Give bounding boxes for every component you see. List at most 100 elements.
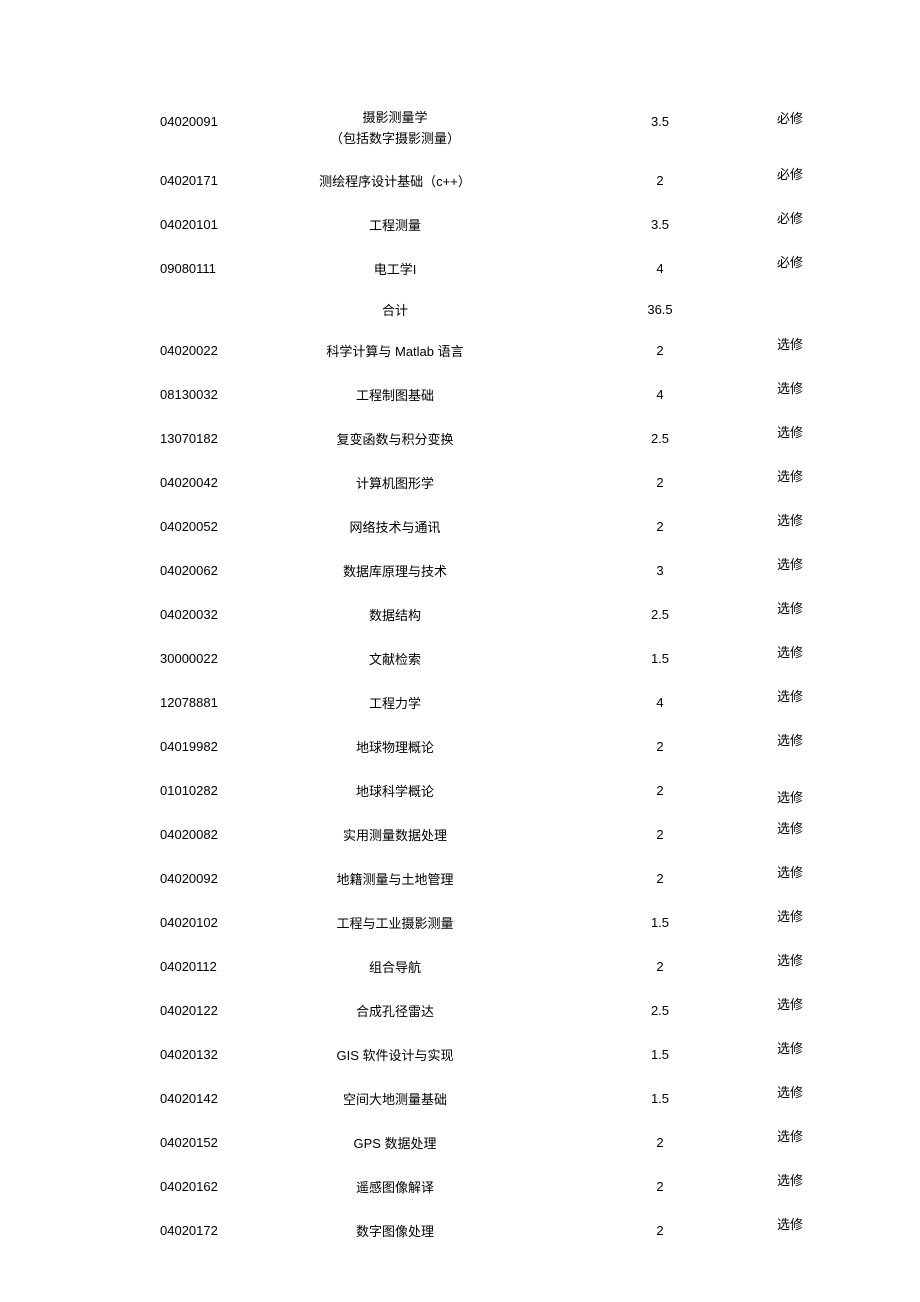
table-row: 04020042计算机图形学2选修: [0, 460, 920, 504]
course-name-line1: 摄影测量学: [200, 108, 590, 129]
course-type: 必修: [730, 206, 850, 227]
course-type: 选修: [730, 816, 850, 837]
table-row: 合计36.5: [0, 290, 920, 328]
course-code: 04019982: [0, 739, 200, 754]
course-name: 地籍测量与土地管理: [200, 869, 590, 888]
course-code: 04020092: [0, 871, 200, 886]
course-name: 测绘程序设计基础（c++）: [200, 171, 590, 190]
course-type: 选修: [730, 1168, 850, 1189]
table-row: 04020172数字图像处理2选修: [0, 1208, 920, 1252]
course-type: 选修: [730, 992, 850, 1013]
course-name: 数据库原理与技术: [200, 561, 590, 580]
table-row: 04020082实用测量数据处理2选修: [0, 812, 920, 856]
course-code: 04020042: [0, 475, 200, 490]
course-credit: 2.5: [590, 1003, 730, 1018]
table-row: 04020132GIS 软件设计与实现1.5选修: [0, 1032, 920, 1076]
course-credit: 3.5: [590, 108, 730, 129]
table-row: 04020122合成孔径雷达2.5选修: [0, 988, 920, 1032]
course-name: 复变函数与积分变换: [200, 429, 590, 448]
course-credit: 2: [590, 475, 730, 490]
course-code: 04020082: [0, 827, 200, 842]
table-row: 04019982地球物理概论2选修: [0, 724, 920, 768]
table-row: 30000022文献检索1.5选修: [0, 636, 920, 680]
table-row: 04020112组合导航2选修: [0, 944, 920, 988]
course-type: 必修: [730, 108, 850, 127]
course-code: 04020102: [0, 915, 200, 930]
table-row: 04020162遥感图像解译2选修: [0, 1164, 920, 1208]
table-row: 04020101工程测量3.5必修: [0, 202, 920, 246]
course-type: 必修: [730, 250, 850, 271]
course-code: 04020132: [0, 1047, 200, 1062]
course-code: 04020122: [0, 1003, 200, 1018]
course-type: 选修: [730, 596, 850, 617]
course-credit: 4: [590, 695, 730, 710]
table-row: 04020092地籍测量与土地管理2选修: [0, 856, 920, 900]
course-code: 01010282: [0, 783, 200, 798]
course-credit: 2: [590, 739, 730, 754]
course-credit: 2: [590, 519, 730, 534]
course-name: 空间大地测量基础: [200, 1089, 590, 1108]
course-code: 08130032: [0, 387, 200, 402]
course-credit: 4: [590, 387, 730, 402]
course-type: 选修: [730, 376, 850, 397]
course-type: 选修: [730, 684, 850, 705]
course-type: 选修: [730, 332, 850, 353]
course-type: 选修: [730, 785, 850, 808]
course-name: 合成孔径雷达: [200, 1001, 590, 1020]
course-code: 04020142: [0, 1091, 200, 1106]
table-row: 09080111电工学I4必修: [0, 246, 920, 290]
course-code: 04020101: [0, 217, 200, 232]
course-name: 遥感图像解译: [200, 1177, 590, 1196]
course-code: 04020062: [0, 563, 200, 578]
course-name-line2: （包括数字摄影测量）: [200, 129, 590, 150]
course-code: 04020152: [0, 1135, 200, 1150]
table-row: 04020142空间大地测量基础1.5选修: [0, 1076, 920, 1120]
course-type: 选修: [730, 464, 850, 485]
course-code: 04020112: [0, 959, 200, 974]
course-credit: 1.5: [590, 1047, 730, 1062]
table-row: 04020022科学计算与 Matlab 语言2选修: [0, 328, 920, 372]
course-credit: 2: [590, 173, 730, 188]
table-row: 01010282地球科学概论2选修: [0, 768, 920, 812]
course-credit: 1.5: [590, 651, 730, 666]
table-row: 12078881工程力学4选修: [0, 680, 920, 724]
course-type: 选修: [730, 508, 850, 529]
course-name: 电工学I: [200, 259, 590, 278]
table-row: 04020062数据库原理与技术3选修: [0, 548, 920, 592]
course-type: 选修: [730, 1124, 850, 1145]
course-type: 必修: [730, 162, 850, 183]
course-credit: 3: [590, 563, 730, 578]
course-credit: 2.5: [590, 431, 730, 446]
course-code: 13070182: [0, 431, 200, 446]
course-type: 选修: [730, 640, 850, 661]
course-type: 选修: [730, 420, 850, 441]
course-name: 数字图像处理: [200, 1221, 590, 1240]
table-row: 04020102工程与工业摄影测量1.5选修: [0, 900, 920, 944]
course-name: 合计: [200, 300, 590, 319]
course-table: 04020091摄影测量学（包括数字摄影测量）3.5必修04020171测绘程序…: [0, 100, 920, 1252]
course-code: 04020091: [0, 108, 200, 129]
course-code: 04020172: [0, 1223, 200, 1238]
course-name: 数据结构: [200, 605, 590, 624]
table-row: 04020032数据结构2.5选修: [0, 592, 920, 636]
course-name: 科学计算与 Matlab 语言: [200, 341, 590, 360]
table-row: 04020171测绘程序设计基础（c++）2必修: [0, 158, 920, 202]
course-code: 09080111: [0, 261, 200, 276]
course-credit: 2: [590, 783, 730, 798]
course-type: 选修: [730, 904, 850, 925]
course-name: 计算机图形学: [200, 473, 590, 492]
course-type: 选修: [730, 860, 850, 881]
course-name: 工程与工业摄影测量: [200, 913, 590, 932]
course-code: 04020022: [0, 343, 200, 358]
course-credit: 2: [590, 871, 730, 886]
course-type: 选修: [730, 728, 850, 749]
table-row: 13070182复变函数与积分变换2.5选修: [0, 416, 920, 460]
course-name: 网络技术与通讯: [200, 517, 590, 536]
course-name: 实用测量数据处理: [200, 825, 590, 844]
course-code: 04020162: [0, 1179, 200, 1194]
course-code: 12078881: [0, 695, 200, 710]
course-type: 选修: [730, 1080, 850, 1101]
course-code: 04020052: [0, 519, 200, 534]
course-type: 选修: [730, 1212, 850, 1233]
course-type: 选修: [730, 552, 850, 573]
